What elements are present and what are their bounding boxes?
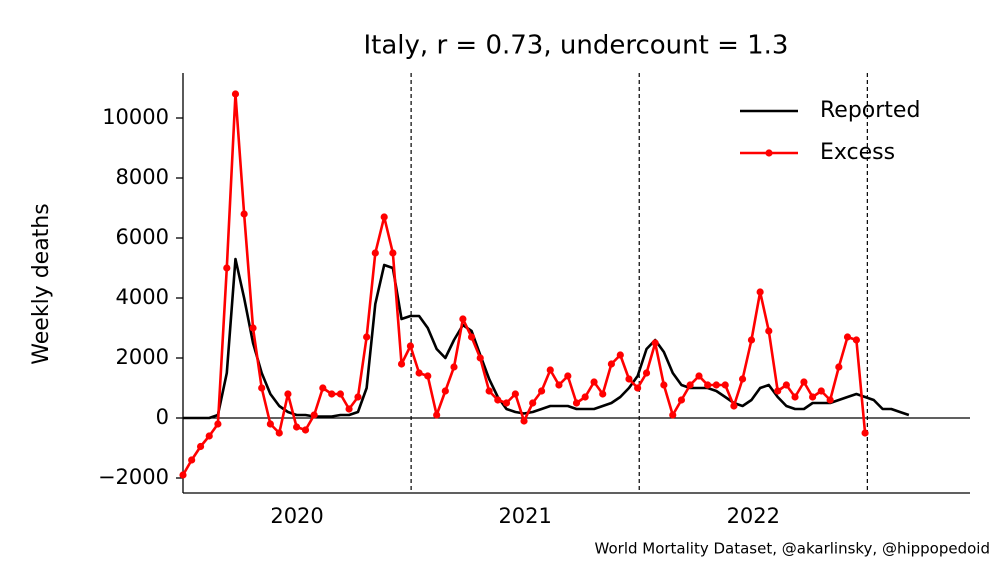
y-tick-label: 8000	[116, 165, 169, 189]
data-point	[581, 393, 589, 401]
data-point	[686, 381, 694, 389]
series-line	[183, 257, 910, 420]
data-point	[459, 315, 467, 323]
data-point	[231, 90, 240, 98]
y-tick-label: 2000	[116, 345, 169, 369]
data-point	[450, 363, 458, 371]
data-point	[599, 390, 607, 398]
data-point	[188, 456, 196, 464]
data-point	[826, 396, 834, 404]
data-point	[415, 369, 423, 377]
data-point	[336, 390, 344, 398]
data-point	[800, 378, 808, 386]
data-point	[625, 375, 633, 383]
data-point	[205, 432, 213, 440]
data-point	[424, 372, 432, 380]
data-point	[555, 381, 563, 389]
data-point	[712, 381, 720, 389]
data-point	[310, 411, 318, 419]
data-point	[345, 405, 353, 413]
data-point	[301, 426, 310, 434]
y-tick-label: 6000	[116, 225, 169, 249]
data-point	[817, 387, 825, 395]
data-point	[223, 264, 231, 272]
source-note: World Mortality Dataset, @akarlinsky, @h…	[595, 540, 990, 558]
data-point	[677, 396, 686, 404]
data-point	[529, 399, 537, 407]
data-point	[607, 360, 616, 368]
y-tick-label: 4000	[116, 285, 169, 309]
data-point	[293, 423, 301, 431]
data-point	[258, 384, 266, 392]
data-point	[835, 363, 843, 371]
data-point	[791, 393, 799, 401]
data-point	[502, 399, 511, 407]
x-tick-label: 2020	[270, 504, 323, 528]
data-point	[494, 396, 502, 404]
data-point	[389, 249, 397, 257]
data-point	[380, 213, 388, 221]
data-point	[861, 429, 869, 437]
data-point	[354, 393, 362, 401]
data-point	[721, 381, 729, 389]
x-tick-label: 2022	[727, 504, 780, 528]
data-point	[546, 366, 554, 374]
data-point	[590, 378, 598, 386]
data-point	[371, 249, 379, 257]
data-point	[214, 420, 222, 428]
data-point	[634, 384, 642, 392]
data-point	[809, 393, 817, 401]
data-point	[196, 442, 205, 451]
data-point	[756, 288, 764, 296]
data-point	[284, 390, 292, 398]
data-point	[406, 342, 415, 350]
data-point	[572, 399, 581, 407]
data-point	[782, 381, 790, 389]
data-point	[704, 381, 712, 389]
data-point	[616, 351, 624, 359]
data-point	[747, 336, 756, 344]
data-point	[397, 360, 406, 368]
data-point	[467, 333, 476, 341]
data-point	[328, 390, 336, 398]
data-point	[669, 411, 677, 419]
data-point	[275, 429, 283, 437]
data-point	[441, 387, 449, 395]
data-point	[433, 411, 441, 419]
data-point	[249, 324, 257, 332]
data-point	[179, 471, 187, 479]
data-point	[651, 339, 659, 347]
legend-marker	[765, 149, 773, 157]
data-point	[511, 390, 519, 398]
data-point	[537, 387, 546, 395]
data-point	[852, 336, 860, 344]
data-point	[730, 402, 738, 410]
y-tick-label: 10000	[102, 105, 169, 129]
data-point	[660, 381, 668, 389]
data-point	[319, 384, 327, 392]
data-point	[738, 375, 747, 383]
y-tick-label: 0	[156, 405, 169, 429]
y-axis-label: Weekly deaths	[29, 203, 54, 364]
data-point	[266, 420, 274, 428]
legend-label: Excess	[820, 140, 895, 165]
data-point	[476, 354, 484, 362]
data-point	[363, 333, 371, 341]
chart-title: Italy, r = 0.73, undercount = 1.3	[364, 31, 789, 61]
y-tick-label: −2000	[98, 465, 169, 489]
data-point	[695, 372, 703, 380]
data-point	[843, 333, 852, 341]
data-point	[774, 387, 782, 395]
legend-label: Reported	[820, 98, 920, 123]
data-point	[564, 372, 572, 380]
data-point	[485, 387, 493, 395]
data-point	[240, 210, 248, 218]
data-point	[520, 417, 528, 425]
data-point	[642, 369, 651, 377]
data-point	[765, 327, 773, 335]
x-tick-label: 2021	[498, 504, 551, 528]
